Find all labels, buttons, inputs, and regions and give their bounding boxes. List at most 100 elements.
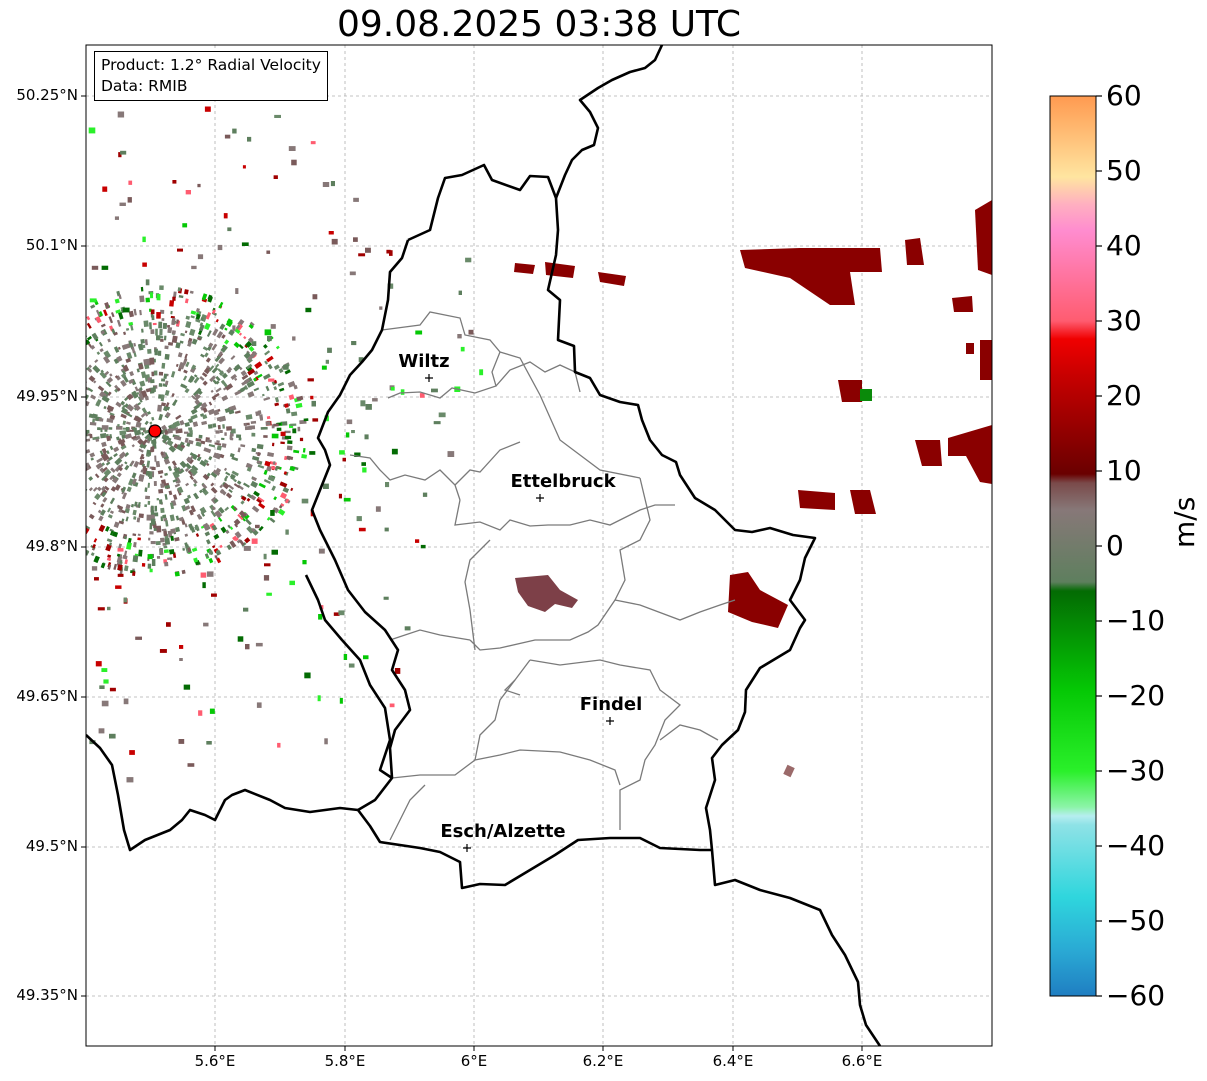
- clutter-pixel: [136, 517, 141, 523]
- clutter-pixel: [210, 389, 214, 393]
- echo-speck: [783, 764, 795, 778]
- clutter-pixel: [201, 420, 208, 426]
- clutter-speck: [266, 592, 272, 596]
- clutter-pixel: [100, 433, 107, 439]
- clutter-pixel: [193, 492, 200, 500]
- clutter-pixel: [287, 440, 293, 445]
- clutter-pixel: [139, 380, 146, 387]
- clutter-pixel: [22, 468, 26, 473]
- clutter-pixel: [241, 542, 247, 547]
- clutter-pixel: [192, 453, 198, 461]
- clutter-pixel: [279, 492, 288, 500]
- clutter-pixel: [181, 504, 187, 512]
- clutter-pixel: [141, 344, 146, 349]
- clutter-speck: [389, 250, 393, 256]
- clutter-pixel: [76, 333, 81, 338]
- clutter-pixel: [107, 564, 112, 570]
- clutter-pixel: [247, 391, 255, 398]
- clutter-pixel: [51, 478, 55, 482]
- clutter-pixel: [144, 504, 148, 508]
- clutter-pixel: [165, 411, 171, 418]
- clutter-pixel: [114, 375, 119, 379]
- clutter-pixel: [139, 427, 146, 431]
- clutter-speck: [91, 265, 99, 270]
- clutter-pixel: [246, 493, 253, 499]
- clutter-pixel: [63, 432, 68, 437]
- clutter-pixel: [153, 386, 156, 393]
- clutter-pixel: [179, 340, 184, 344]
- clutter-speck: [241, 242, 249, 246]
- clutter-pixel: [75, 338, 81, 345]
- clutter-pixel: [144, 364, 150, 370]
- clutter-pixel: [60, 322, 66, 329]
- clutter-pixel: [167, 326, 173, 333]
- clutter-pixel: [109, 530, 114, 536]
- clutter-pixel: [193, 404, 200, 410]
- clutter-pixel: [98, 524, 106, 533]
- clutter-pixel: [172, 471, 178, 479]
- clutter-pixel: [122, 555, 128, 560]
- clutter-pixel: [166, 439, 174, 447]
- clutter-pixel: [65, 511, 70, 516]
- colorbar-tick-label: 60: [1106, 79, 1142, 112]
- clutter-pixel: [132, 533, 137, 537]
- clutter-pixel: [15, 449, 20, 453]
- clutter-pixel: [103, 477, 109, 483]
- clutter-pixel: [219, 323, 226, 331]
- clutter-pixel: [6, 408, 10, 411]
- clutter-pixel: [75, 457, 79, 462]
- clutter-pixel: [93, 538, 98, 543]
- clutter-pixel: [18, 460, 21, 464]
- clutter-speck: [197, 254, 204, 260]
- clutter-pixel: [149, 436, 153, 441]
- clutter-pixel: [28, 498, 33, 503]
- clutter-pixel: [116, 319, 122, 327]
- clutter-pixel: [21, 471, 25, 475]
- clutter-speck: [400, 389, 405, 395]
- city-markers: [425, 374, 614, 852]
- clutter-speck: [384, 527, 389, 532]
- clutter-pixel: [158, 383, 163, 387]
- clutter-pixel: [50, 413, 52, 416]
- clutter-pixel: [34, 374, 38, 379]
- clutter-pixel: [88, 364, 92, 369]
- clutter-pixel: [188, 439, 194, 445]
- clutter-pixel: [211, 343, 218, 351]
- clutter-speck: [458, 290, 462, 295]
- clutter-pixel: [253, 370, 259, 376]
- clutter-pixel: [234, 377, 238, 381]
- clutter-pixel: [248, 323, 254, 329]
- clutter-pixel: [66, 526, 73, 534]
- clutter-pixel: [102, 454, 110, 462]
- clutter-pixel: [263, 435, 268, 438]
- clutter-pixel: [92, 365, 101, 374]
- clutter-speck: [117, 573, 124, 577]
- clutter-speck: [147, 554, 153, 560]
- clutter-pixel: [162, 322, 168, 329]
- clutter-pixel: [37, 358, 43, 364]
- clutter-speck: [172, 296, 176, 301]
- clutter-pixel: [106, 538, 113, 543]
- clutter-pixel: [100, 562, 106, 569]
- clutter-pixel: [266, 516, 271, 521]
- clutter-pixel: [141, 431, 145, 436]
- clutter-pixel: [116, 425, 123, 430]
- clutter-pixel: [205, 312, 212, 320]
- clutter-pixel: [103, 350, 112, 359]
- clutter-pixel: [225, 471, 231, 476]
- clutter-pixel: [212, 452, 222, 460]
- clutter-pixel: [51, 369, 56, 373]
- lat-label: 49.8°N: [25, 537, 78, 555]
- clutter-pixel: [211, 524, 218, 531]
- clutter-pixel: [244, 385, 249, 390]
- clutter-speck: [98, 728, 105, 734]
- clutter-pixel: [78, 510, 82, 514]
- clutter-pixel: [222, 482, 230, 490]
- clutter-pixel: [123, 565, 129, 572]
- clutter-pixel: [244, 537, 251, 544]
- clutter-pixel: [216, 331, 224, 339]
- clutter-speck: [301, 498, 309, 504]
- clutter-pixel: [123, 331, 127, 336]
- clutter-pixel: [233, 483, 241, 489]
- clutter-pixel: [225, 492, 233, 499]
